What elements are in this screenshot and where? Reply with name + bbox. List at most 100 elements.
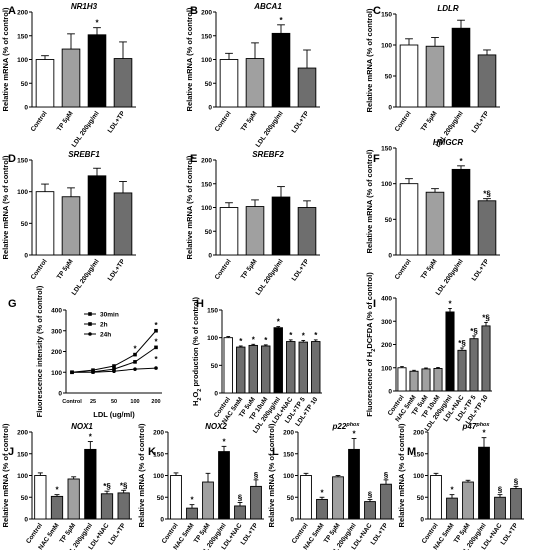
- bar: [457, 349, 467, 392]
- y-tick-label: 200: [17, 10, 28, 17]
- y-axis-label-part: 2: [197, 398, 203, 401]
- panel-j: J 0 50 100 150 200 Relative mRNA (% of control…: [1, 422, 132, 550]
- panel-letter: I: [373, 298, 376, 310]
- bar: [481, 325, 491, 392]
- y-axis-label: H2O2 production (% of control): [191, 296, 203, 406]
- significance-marker: *§: [458, 339, 466, 348]
- legend-label: 30min: [100, 312, 119, 319]
- bar: [245, 206, 265, 256]
- x-tick-label: LDL 200µg/ml: [71, 258, 101, 297]
- y-tick-label: 100: [17, 189, 28, 196]
- bar: [316, 498, 328, 520]
- panel-letter: J: [8, 446, 14, 458]
- bar: [84, 448, 97, 520]
- y-tick-label: 300: [381, 319, 392, 326]
- bar: [433, 367, 443, 392]
- chart-title: NOX2: [205, 422, 227, 431]
- y-axis-label: Relative mRNA (% of control): [365, 8, 374, 112]
- x-tick-label: LDL+TP: [370, 522, 390, 547]
- bar: [421, 368, 431, 392]
- chart-title-part: p22: [332, 422, 347, 431]
- significance-marker: *: [314, 331, 318, 340]
- bar: [397, 367, 407, 392]
- y-axis-label: Relative mRNA (% of control): [267, 423, 276, 527]
- significance-marker: §: [238, 493, 243, 502]
- bar: [271, 196, 291, 256]
- chart-title: SREBF2: [252, 150, 284, 159]
- y-axis-label-part: O: [191, 392, 200, 398]
- significance-marker: *: [302, 331, 306, 340]
- y-tick-label: 300: [51, 328, 62, 335]
- bar: [409, 370, 419, 392]
- x-tick-label: LDL+TP: [291, 258, 311, 283]
- data-point: [154, 328, 158, 333]
- y-tick-label: 0: [388, 105, 392, 112]
- x-tick-label: LDL+TP: [291, 110, 311, 135]
- bar: [113, 58, 133, 108]
- significance-marker: §: [254, 471, 259, 480]
- y-axis-label: Relative mRNA (% of control): [1, 423, 10, 527]
- bar: [478, 446, 490, 520]
- y-tick-label: 0: [58, 391, 62, 398]
- panel-letter: A: [8, 5, 16, 17]
- bar: [332, 476, 344, 520]
- y-tick-label: 200: [201, 10, 212, 17]
- panel-letter: M: [407, 446, 416, 458]
- x-tick-label: LDL 200µg/ml: [435, 258, 465, 297]
- x-tick-label: Control: [394, 110, 413, 133]
- y-tick-label: 0: [208, 105, 212, 112]
- bar: [477, 200, 497, 256]
- y-axis-label-part: H: [191, 401, 200, 406]
- bar: [364, 501, 376, 520]
- y-tick-label: 100: [381, 181, 392, 188]
- x-tick-label: Control: [30, 258, 49, 281]
- bar: [67, 478, 80, 520]
- bar: [234, 505, 246, 520]
- y-tick-label: 150: [17, 33, 28, 40]
- y-tick-label: 0: [208, 253, 212, 260]
- x-tick-label: Control: [394, 258, 413, 281]
- panel-letter: G: [8, 298, 17, 310]
- y-tick-label: 200: [413, 430, 424, 437]
- data-point: [133, 360, 137, 364]
- significance-marker: *: [279, 16, 283, 25]
- y-tick-label: 150: [381, 12, 392, 19]
- significance-marker: *: [252, 335, 256, 344]
- bar: [35, 59, 55, 108]
- y-axis-label-part: Fluorescence of H: [365, 352, 374, 417]
- x-tick-label: TP 5µM: [56, 258, 75, 281]
- bar: [61, 196, 81, 256]
- bar: [399, 183, 419, 256]
- bar: [297, 207, 317, 256]
- chart-title-part: phox: [345, 422, 360, 428]
- y-axis-label: Relative mRNA (% of control): [1, 155, 10, 259]
- y-tick-label: 0: [420, 517, 424, 524]
- y-tick-label: 400: [381, 296, 392, 303]
- y-tick-label: 0: [24, 253, 28, 260]
- x-tick-label: LDL+TP: [107, 258, 127, 283]
- y-axis-label: Relative mRNA (% of control): [137, 423, 146, 527]
- x-tick-label: 200: [151, 399, 160, 405]
- x-tick-label: 50: [111, 399, 117, 405]
- y-axis-label: Fluorescence of H2DCFDA (% of control): [365, 272, 377, 417]
- y-tick-label: 50: [21, 81, 29, 88]
- panel-l: L 0 50 100 150 200 Relative mRNA (% of control…: [267, 422, 394, 550]
- bar: [186, 507, 198, 520]
- bar: [202, 481, 214, 520]
- y-tick-label: 150: [207, 308, 218, 315]
- y-tick-label: 0: [290, 517, 294, 524]
- y-tick-label: 100: [17, 473, 28, 480]
- y-tick-label: 150: [17, 451, 28, 458]
- bar: [50, 495, 64, 520]
- y-tick-label: 150: [413, 451, 424, 458]
- x-tick-label: Control: [62, 399, 82, 405]
- x-tick-label: Control: [214, 258, 233, 281]
- bar: [236, 346, 246, 394]
- significance-marker: *: [95, 19, 99, 28]
- x-tick-label: LDL+TP: [107, 522, 127, 547]
- significance-marker: *§: [483, 190, 491, 199]
- data-point: [112, 369, 116, 374]
- bar: [297, 67, 317, 108]
